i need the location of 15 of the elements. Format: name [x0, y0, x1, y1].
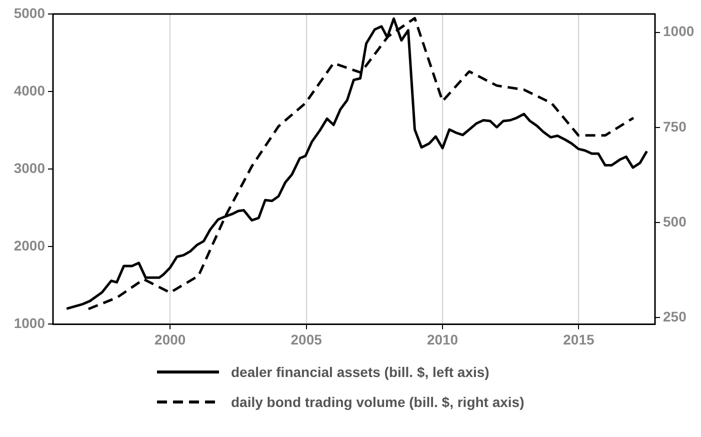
y-tick-label: 1000	[14, 315, 46, 332]
y-tick-label: 3000	[14, 160, 46, 176]
y2-tick-label: 750	[663, 118, 687, 134]
y-tick-label: 2000	[14, 238, 46, 254]
y-tick-label: 4000	[14, 82, 46, 98]
y2-tick-label: 1000	[663, 23, 694, 40]
x-tick-label: 2005	[290, 331, 322, 348]
x-tick-label: 2000	[154, 331, 186, 348]
x-tick-label: 2015	[563, 331, 595, 348]
y2-tick-label: 500	[663, 213, 687, 230]
x-tick-label: 2010	[426, 331, 458, 348]
legend-label: daily bond trading volume (bill. $, right axis)	[231, 394, 524, 410]
y-tick-label: 5000	[14, 4, 46, 21]
y2-tick-label: 250	[663, 308, 687, 325]
legend-label: dealer financial assets (bill. $, left axis)	[231, 364, 490, 380]
